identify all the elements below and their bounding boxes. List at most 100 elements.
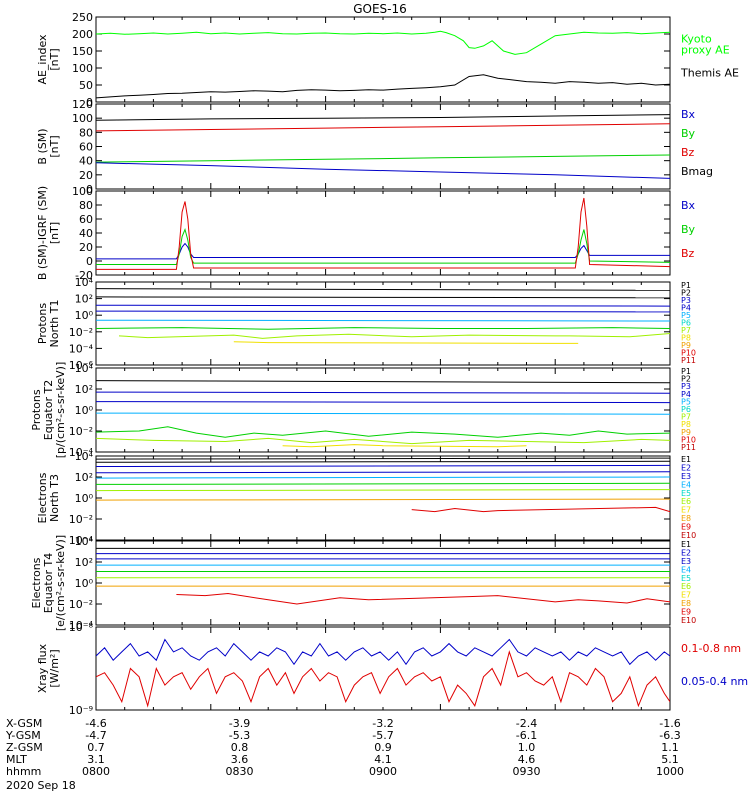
panel-4-legend-p1: P1 — [681, 281, 691, 290]
panel-6-y-tick-label: 10⁻⁴ — [69, 534, 94, 547]
panel-2-y-tick-label: 120 — [72, 98, 93, 111]
panel-5-series-6 — [96, 437, 670, 445]
panel-5-series-7 — [282, 444, 527, 448]
panel-5-y-axis-label: Equator T2 — [42, 380, 55, 440]
panel-4-series-1 — [96, 288, 670, 291]
panel-6-series-5 — [96, 476, 670, 479]
panel-7-legend-e3: E3 — [681, 557, 691, 566]
panel-5-legend-p2: P2 — [681, 375, 691, 384]
panel-4-legend-p5: P5 — [681, 311, 691, 320]
x-axis-value: -6.1 — [516, 729, 537, 742]
panel-5-y-tick-label: 10⁴ — [75, 362, 94, 375]
panel-2-y-tick-label: 20 — [79, 169, 93, 182]
panel-7-y-tick-label: 10⁰ — [75, 577, 94, 590]
x-axis-row-label: MLT — [6, 753, 27, 766]
panel-5-series-5 — [96, 426, 670, 438]
x-axis-value: -3.9 — [229, 717, 250, 730]
panel-5-legend-p11: P11 — [681, 443, 696, 452]
panel-2-y-axis-label: B (SM) — [36, 128, 49, 164]
x-axis-value: -5.7 — [372, 729, 393, 742]
panel-4-y-tick-label: 10⁻² — [69, 326, 93, 339]
panel-8-y-axis-label: [W/m²] — [48, 649, 61, 687]
x-axis-row-label: hhmm — [6, 765, 41, 778]
panel-2-y-tick-label: 0 — [86, 183, 93, 196]
panel-4-legend-p2: P2 — [681, 289, 691, 298]
panel-4-y-axis-label: Protons — [36, 303, 49, 344]
panel-4-series-8 — [233, 341, 579, 344]
panel-6-legend-e6: E6 — [681, 497, 691, 506]
panel-4-legend-p6: P6 — [681, 319, 691, 328]
panel-2-y-tick-label: 40 — [79, 155, 93, 168]
panel-3-series-2 — [96, 227, 670, 265]
x-axis-value: 1.1 — [661, 741, 679, 754]
panel-3-y-tick-label: 0 — [86, 255, 93, 268]
x-axis-value: 0.8 — [231, 741, 249, 754]
panel-6-legend-e2: E2 — [681, 463, 691, 472]
panel-4-y-tick-label: 10⁻⁴ — [69, 342, 94, 355]
x-axis-value: -4.6 — [85, 717, 106, 730]
panel-4-legend-p8: P8 — [681, 334, 691, 343]
x-axis-row-label: X-GSM — [6, 717, 42, 730]
x-axis-date: 2020 Sep 18 — [6, 779, 76, 792]
panel-5-y-axis-label: Protons — [30, 389, 43, 430]
panel-4-legend-p4: P4 — [681, 304, 691, 313]
panel-3-y-axis-label: B (SM)-IGRF (SM) — [36, 186, 49, 280]
panel-1-legend-item: Themis AE — [680, 67, 739, 80]
panel-4-y-tick-label: 10⁴ — [75, 276, 94, 289]
panel-6-legend-e7: E7 — [681, 506, 691, 515]
panel-1-y-tick-label: 50 — [79, 79, 93, 92]
panel-2-series-4 — [96, 162, 670, 179]
panel-3-frame — [95, 190, 671, 276]
x-axis-value: 0.7 — [87, 741, 105, 754]
panel-3-legend-item: Bx — [681, 199, 696, 212]
panel-4-series-3 — [96, 304, 670, 307]
x-axis-value: 5.1 — [661, 753, 679, 766]
panel-4-frame — [95, 281, 671, 366]
panel-3-y-axis-label: [nT] — [48, 222, 61, 244]
x-axis-value: 0830 — [226, 765, 254, 778]
panel-4-legend-p11: P11 — [681, 356, 696, 365]
panel-3-legend-item: By — [681, 223, 696, 236]
panel-6-series-8 — [96, 498, 670, 501]
x-axis-value: -5.3 — [229, 729, 250, 742]
panel-5-series-4 — [96, 412, 670, 415]
x-axis-value: -4.7 — [85, 729, 106, 742]
panel-5-series-3 — [96, 401, 670, 404]
panel-7-legend-e9: E9 — [681, 608, 691, 617]
panel-5-legend-p1: P1 — [681, 367, 691, 376]
panel-6-y-tick-label: 10² — [75, 471, 93, 484]
panel-8-y-axis-label: Xray flux — [36, 643, 49, 693]
panel-8-series-2 — [96, 650, 670, 708]
panel-4-y-tick-label: 10⁰ — [75, 309, 94, 322]
panel-6-legend-e4: E4 — [681, 480, 691, 489]
x-axis-value: 0.9 — [374, 741, 392, 754]
panel-8-frame — [95, 626, 671, 711]
panel-4-legend-p7: P7 — [681, 326, 691, 335]
panel-6-legend-e9: E9 — [681, 523, 691, 532]
panel-7-y-tick-label: 10⁻² — [69, 598, 93, 611]
panel-7-legend-e4: E4 — [681, 565, 691, 574]
panel-3-y-tick-label: -20 — [75, 269, 93, 282]
panel-6-series-2 — [96, 460, 670, 463]
panel-7-y-axis-label: [e/(cm²-s-sr-keV)] — [54, 535, 67, 631]
panel-6-y-tick-label: 10⁴ — [75, 450, 94, 463]
x-axis-value: -2.4 — [516, 717, 537, 730]
panel-2-series-3 — [96, 154, 670, 163]
panel-5-series-1 — [96, 380, 670, 384]
panel-5-legend-p3: P3 — [681, 382, 691, 391]
x-axis-value: 3.6 — [231, 753, 249, 766]
x-axis-value: -1.6 — [659, 717, 680, 730]
panel-2-y-tick-label: 80 — [79, 126, 93, 139]
panel-2-legend-item: Bz — [681, 146, 695, 159]
panel-4-series-5 — [96, 319, 670, 322]
panel-2-y-tick-label: 60 — [79, 141, 93, 154]
panel-7-y-axis-label: Electrons — [30, 557, 43, 608]
panel-2-legend-item: By — [681, 127, 696, 140]
panel-4-legend-p9: P9 — [681, 341, 691, 350]
x-axis-value: 1.0 — [518, 741, 536, 754]
panel-5-y-tick-label: 10⁻⁴ — [69, 446, 94, 459]
panel-1-frame — [95, 16, 671, 103]
panel-6-y-axis-label: North T3 — [48, 474, 61, 522]
panel-3-y-tick-label: 100 — [72, 185, 93, 198]
panel-4-y-tick-label: 10⁻⁶ — [69, 359, 94, 372]
